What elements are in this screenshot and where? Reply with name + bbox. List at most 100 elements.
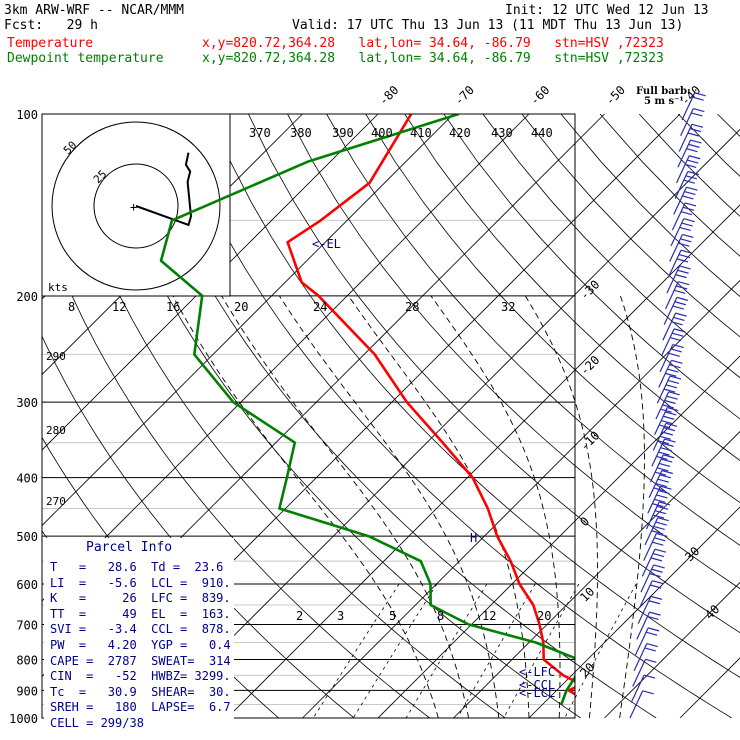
wind-barb-staff <box>659 344 674 373</box>
isotherm-label: -80 <box>376 83 401 108</box>
hodograph-ring-25 <box>93 163 179 249</box>
parcel-info-title: Parcel Info <box>86 540 173 555</box>
wind-barb-staff <box>634 627 649 656</box>
wind-barb-flag <box>674 289 686 294</box>
plot-frame <box>41 113 576 719</box>
dry-adiabat-line <box>169 114 732 718</box>
parcel-info-row: SVI = -3.4 CCL = 878. <box>50 622 231 637</box>
wind-barb-staff <box>660 328 675 357</box>
wind-barb-flag <box>678 242 690 247</box>
wind-barb-flag <box>682 233 694 239</box>
wind-barb-flag <box>676 258 689 263</box>
wind-barb-flag <box>654 537 666 542</box>
isotherm-line <box>302 279 740 718</box>
parcel-info-box: Parcel Info T = 28.6 Td = 23.6 LI = -5.6 … <box>44 538 234 730</box>
parcel-info-row: TT = 49 EL = 163. <box>50 606 231 621</box>
dry-adiabat-line <box>52 114 506 718</box>
wind-barb-flag <box>680 238 692 243</box>
wind-barb-flag <box>680 211 693 216</box>
wind-barb <box>636 611 661 640</box>
wind-barb-staff <box>677 139 692 168</box>
isotherm-label: -20 <box>577 353 602 378</box>
wind-barb-flag <box>661 420 673 425</box>
wind-barb-flag <box>680 249 693 254</box>
wind-barb-flag <box>673 316 685 322</box>
direction-label: 290 <box>46 350 66 363</box>
wind-barb-flag <box>670 348 682 353</box>
wind-barb <box>656 375 682 404</box>
wind-barb-flag <box>684 191 696 196</box>
wind-barb <box>651 438 676 467</box>
wind-barb-flag <box>688 143 700 148</box>
wind-barb <box>680 107 705 136</box>
wind-barb-flag <box>664 438 676 443</box>
mixing-ratio-line <box>312 583 400 718</box>
barb-legend-units: 5 m s⁻¹ <box>644 96 684 107</box>
theta-label: 420 <box>449 126 471 140</box>
wind-barb <box>659 344 684 373</box>
wind-barb-flag <box>647 615 659 621</box>
dry-adiabat-line <box>248 114 740 634</box>
wind-barb-flag <box>656 532 668 538</box>
wind-barb <box>641 548 667 577</box>
wind-barb-flag <box>665 384 678 389</box>
moist-adiabat-line <box>172 295 439 718</box>
wind-barb-flag <box>686 186 698 191</box>
wind-barb-flag <box>653 564 665 569</box>
isotherm-line <box>604 581 740 718</box>
wind-barb-flag <box>645 658 657 663</box>
isotherm-label: 0 <box>577 514 592 529</box>
wind-barb-staff <box>670 218 685 247</box>
parcel-info-row: LI = -5.6 LCL = 910. <box>50 575 231 590</box>
wind-barb-flag <box>665 372 677 377</box>
forecast-hour: Fcst: 29 h <box>4 18 98 33</box>
pressure-tick-label: 600 <box>16 578 38 592</box>
wind-barb-staff <box>645 501 660 530</box>
wind-barb-staff <box>656 375 671 404</box>
wind-barb-staff <box>667 249 682 278</box>
theta-label: 370 <box>249 126 271 140</box>
wind-barb <box>644 517 669 546</box>
wind-barb-flag <box>651 530 663 535</box>
wind-barb-flag <box>681 222 693 227</box>
wind-barb-flag <box>648 600 661 605</box>
wind-barb-flag <box>689 155 701 160</box>
pressure-tick-label: 700 <box>16 618 38 632</box>
wind-barb-staff <box>647 485 662 514</box>
wind-barb-flag <box>656 494 668 499</box>
dry-adiabat-line <box>404 114 740 461</box>
dry-adiabat-line <box>326 114 740 546</box>
dry-adiabat-line <box>130 114 657 718</box>
hodograph-units-label: kts <box>48 281 68 294</box>
mixing-ratio-line <box>564 583 637 718</box>
wind-barb-flag <box>691 123 704 128</box>
wind-barb-flag <box>663 415 675 420</box>
wind-barb <box>673 186 698 215</box>
lfc-marker: <-LFC <box>519 665 555 679</box>
temperature-profile-line <box>286 114 575 696</box>
isotherm-line <box>151 128 740 718</box>
theta-label: 410 <box>410 126 432 140</box>
wind-barb-flag <box>687 159 699 164</box>
wind-barb-staff <box>644 517 659 546</box>
moist-adiabat-line <box>430 295 561 718</box>
wind-barb-flag <box>658 501 671 506</box>
mixing-ratio-label: 12 <box>482 609 496 623</box>
wind-barb-flag <box>671 332 684 337</box>
wind-barb-flag <box>653 525 665 530</box>
barb-legend-title: Full barb: <box>636 86 691 97</box>
isotherm-label: 10 <box>577 585 597 605</box>
wind-barb-flag <box>667 379 680 385</box>
wind-barb-flag <box>682 195 694 200</box>
wind-barb <box>671 202 697 231</box>
wind-barb-flag <box>672 344 684 349</box>
dry-adiabat-line <box>599 114 740 257</box>
mixing-ratio-label: 2 <box>296 609 303 623</box>
theta-label: 400 <box>371 126 393 140</box>
wind-barb-flag <box>694 92 706 97</box>
wind-barb-staff <box>651 438 666 467</box>
direction-label: 270 <box>46 495 66 508</box>
mixing-ratio-label: 5 <box>389 609 396 623</box>
